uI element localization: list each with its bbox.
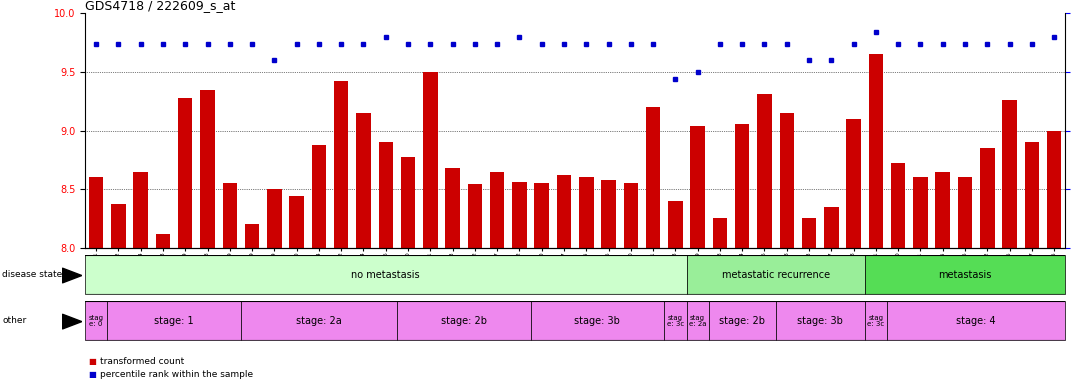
Bar (935, 172, 950, 248)
Bar (334, 81, 349, 248)
Bar (178, 98, 193, 248)
Text: stag
e: 2a: stag e: 2a (689, 314, 707, 327)
Text: stag
e: 3c: stag e: 3c (867, 314, 884, 327)
Bar (865, 301, 887, 340)
Bar (156, 233, 170, 248)
Bar (686, 255, 865, 294)
Text: stage: 3b: stage: 3b (575, 316, 621, 326)
Bar (535, 183, 549, 248)
Bar (891, 163, 905, 248)
Bar (579, 177, 594, 248)
Text: stag
e: 3c: stag e: 3c (667, 314, 684, 327)
Text: transformed count: transformed count (100, 357, 184, 366)
Bar (397, 301, 530, 340)
Bar (779, 113, 794, 248)
Bar (289, 196, 303, 248)
Text: disease state: disease state (2, 270, 62, 279)
Bar (980, 148, 994, 248)
Bar (111, 204, 126, 248)
Bar (512, 182, 526, 248)
Bar (312, 145, 326, 248)
Bar (914, 177, 928, 248)
Bar (85, 255, 686, 294)
Polygon shape (62, 268, 82, 283)
Bar (241, 301, 397, 340)
Bar (887, 301, 1065, 340)
Bar (468, 184, 482, 248)
Bar (824, 207, 838, 248)
Bar (1024, 142, 1039, 248)
Bar (776, 301, 865, 340)
Text: ■: ■ (88, 370, 96, 379)
Bar (686, 301, 709, 340)
Bar (802, 218, 817, 248)
Bar (356, 113, 371, 248)
Bar (245, 224, 259, 248)
Bar (1003, 100, 1017, 248)
Bar (712, 218, 727, 248)
Bar (847, 119, 861, 248)
Text: no metastasis: no metastasis (352, 270, 420, 280)
Text: stage: 2b: stage: 2b (719, 316, 765, 326)
Bar (624, 183, 638, 248)
Bar (223, 183, 237, 248)
Text: stage: 2a: stage: 2a (296, 316, 342, 326)
Bar (556, 175, 571, 248)
Bar (709, 301, 776, 340)
Text: GDS4718 / 222609_s_at: GDS4718 / 222609_s_at (85, 0, 236, 12)
Polygon shape (62, 314, 82, 329)
Bar (646, 107, 661, 248)
Bar (85, 301, 108, 340)
Bar (865, 255, 1065, 294)
Bar (200, 89, 215, 248)
Text: metastatic recurrence: metastatic recurrence (722, 270, 830, 280)
Bar (400, 157, 415, 248)
Bar (868, 55, 883, 248)
Bar (735, 124, 750, 248)
Bar (664, 301, 686, 340)
Bar (530, 301, 664, 340)
Bar (1047, 131, 1061, 248)
Text: metastasis: metastasis (938, 270, 992, 280)
Bar (267, 189, 282, 248)
Text: other: other (2, 316, 27, 325)
Bar (423, 72, 438, 248)
Bar (89, 177, 103, 248)
Bar (379, 142, 393, 248)
Bar (958, 177, 973, 248)
Text: stag
e: 0: stag e: 0 (88, 314, 103, 327)
Bar (133, 172, 147, 248)
Bar (601, 180, 615, 248)
Text: stage: 4: stage: 4 (957, 316, 996, 326)
Text: ■: ■ (88, 357, 96, 366)
Bar (490, 172, 505, 248)
Bar (108, 301, 241, 340)
Bar (668, 201, 682, 248)
Bar (691, 126, 705, 248)
Bar (445, 168, 459, 248)
Text: percentile rank within the sample: percentile rank within the sample (100, 370, 253, 379)
Text: stage: 2b: stage: 2b (441, 316, 486, 326)
Text: stage: 1: stage: 1 (154, 316, 194, 326)
Text: stage: 3b: stage: 3b (797, 316, 844, 326)
Bar (758, 94, 771, 248)
